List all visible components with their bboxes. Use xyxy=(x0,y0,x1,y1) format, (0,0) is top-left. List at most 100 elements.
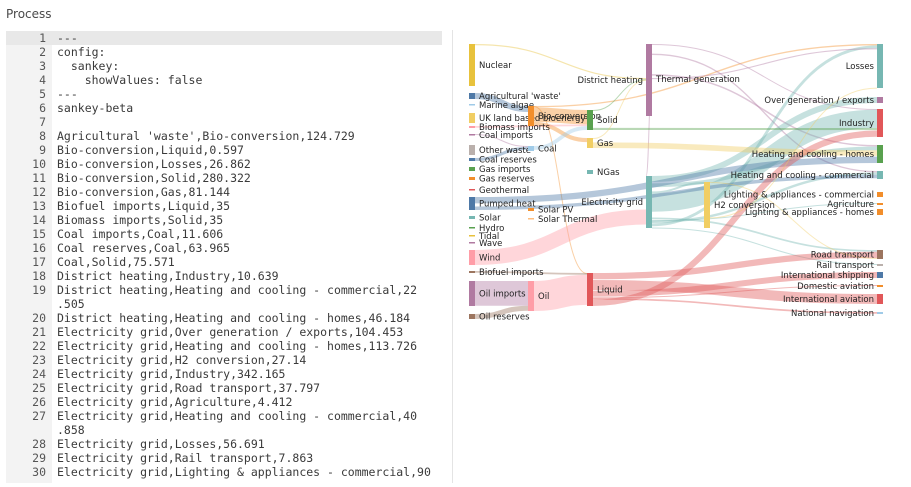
code-text: District heating,Industry,10.639 xyxy=(57,269,279,283)
sankey-node xyxy=(587,273,593,306)
sankey-node xyxy=(877,264,883,266)
sankey-node-label: Oil imports xyxy=(479,290,526,300)
line-number: 9 xyxy=(6,143,46,157)
sankey-node xyxy=(469,216,475,219)
sankey-node-label: Coal xyxy=(538,145,557,155)
code-text: .858 xyxy=(57,423,85,437)
line-number: 21 xyxy=(6,325,46,339)
sankey-node xyxy=(877,203,883,205)
sankey-node xyxy=(469,177,475,180)
sankey-node-label: Road transport xyxy=(811,251,875,261)
code-text: District heating,Heating and cooling - h… xyxy=(57,311,410,325)
code-text: Electricity grid,Industry,342.165 xyxy=(57,367,285,381)
line-number: 24 xyxy=(6,367,46,381)
line-number: 14 xyxy=(6,213,46,227)
code-text: Coal reserves,Coal,63.965 xyxy=(57,241,230,255)
line-number: 2 xyxy=(6,45,46,59)
sankey-node-label: Lighting & appliances - homes xyxy=(745,208,875,218)
code-text: Coal,Solid,75.571 xyxy=(57,255,175,269)
sankey-node xyxy=(877,44,883,88)
line-number: 29 xyxy=(6,451,46,465)
line-number: 23 xyxy=(6,353,46,367)
code-text: Electricity grid,Road transport,37.797 xyxy=(57,381,320,395)
sankey-node-label: NGas xyxy=(597,168,620,178)
code-text: --- xyxy=(57,87,78,101)
sankey-node-label: Gas reserves xyxy=(479,175,535,185)
code-text: Electricity grid,H2 conversion,27.14 xyxy=(57,353,306,367)
code-text: Bio-conversion,Losses,26.862 xyxy=(57,157,251,171)
code-line[interactable]: 4 showValues: false xyxy=(6,73,442,87)
sankey-node xyxy=(469,126,475,128)
line-number: 30 xyxy=(6,465,46,479)
sankey-node-label: Thermal generation xyxy=(655,75,740,85)
sankey-node xyxy=(528,281,534,311)
line-number: 12 xyxy=(6,185,46,199)
sankey-node-label: Rail transport xyxy=(816,261,874,271)
sankey-node-label: Pumped heat xyxy=(479,200,536,210)
sankey-node-label: Electricity grid xyxy=(581,198,643,208)
sankey-node-label: Coal reserves xyxy=(479,156,537,166)
code-line[interactable]: 3 sankey: xyxy=(6,59,442,73)
code-text: sankey: xyxy=(57,59,119,73)
code-line[interactable]: 23 Electricity grid,H2 conversion,27.14 xyxy=(6,353,442,367)
sankey-node xyxy=(877,145,883,163)
code-line[interactable]: 1--- xyxy=(6,31,442,45)
sankey-node xyxy=(469,158,475,161)
sankey-node xyxy=(877,272,883,278)
code-text: Bio-conversion,Gas,81.144 xyxy=(57,185,230,199)
code-text: Electricity grid,Heating and cooling - c… xyxy=(57,409,417,423)
sankey-node-label: International aviation xyxy=(783,295,874,305)
line-number: 6 xyxy=(6,101,46,115)
code-line[interactable]: .858 xyxy=(6,423,442,437)
sankey-node-label: Heating and cooling - homes xyxy=(752,150,875,160)
code-text: District heating,Heating and cooling - c… xyxy=(57,283,417,297)
code-text: Agricultural 'waste',Bio-conversion,124.… xyxy=(57,129,355,143)
sankey-node xyxy=(877,192,883,197)
sankey-node xyxy=(704,182,710,228)
code-line[interactable]: 5--- xyxy=(6,87,442,101)
sankey-node-label: Coal imports xyxy=(479,131,533,141)
sankey-node-label: Solar Thermal xyxy=(538,215,597,225)
line-number: 15 xyxy=(6,227,46,241)
sankey-node xyxy=(469,281,475,306)
code-text: Electricity grid,Agriculture,4.412 xyxy=(57,395,292,409)
code-line[interactable]: 7 xyxy=(6,115,442,129)
sankey-node-label: Nuclear xyxy=(479,61,512,71)
code-text: Electricity grid,Heating and cooling - h… xyxy=(57,339,417,353)
sankey-node xyxy=(469,44,475,86)
sankey-node-label: Heating and cooling - commercial xyxy=(731,171,874,181)
sankey-node-label: Liquid xyxy=(597,286,623,296)
code-line[interactable]: 12 Bio-conversion,Gas,81.144 xyxy=(6,185,442,199)
sankey-node xyxy=(469,167,475,171)
sankey-node-label: District heating xyxy=(577,76,643,86)
code-text: Bio-conversion,Liquid,0.597 xyxy=(57,143,244,157)
line-number: 19 xyxy=(6,283,46,297)
code-line[interactable]: .505 xyxy=(6,297,442,311)
code-line[interactable]: 24 Electricity grid,Industry,342.165 xyxy=(6,367,442,381)
code-line[interactable]: 19 District heating,Heating and cooling -… xyxy=(6,283,442,297)
code-line[interactable]: 9 Bio-conversion,Liquid,0.597 xyxy=(6,143,442,157)
line-number: 4 xyxy=(6,73,46,87)
sankey-node xyxy=(469,93,475,99)
